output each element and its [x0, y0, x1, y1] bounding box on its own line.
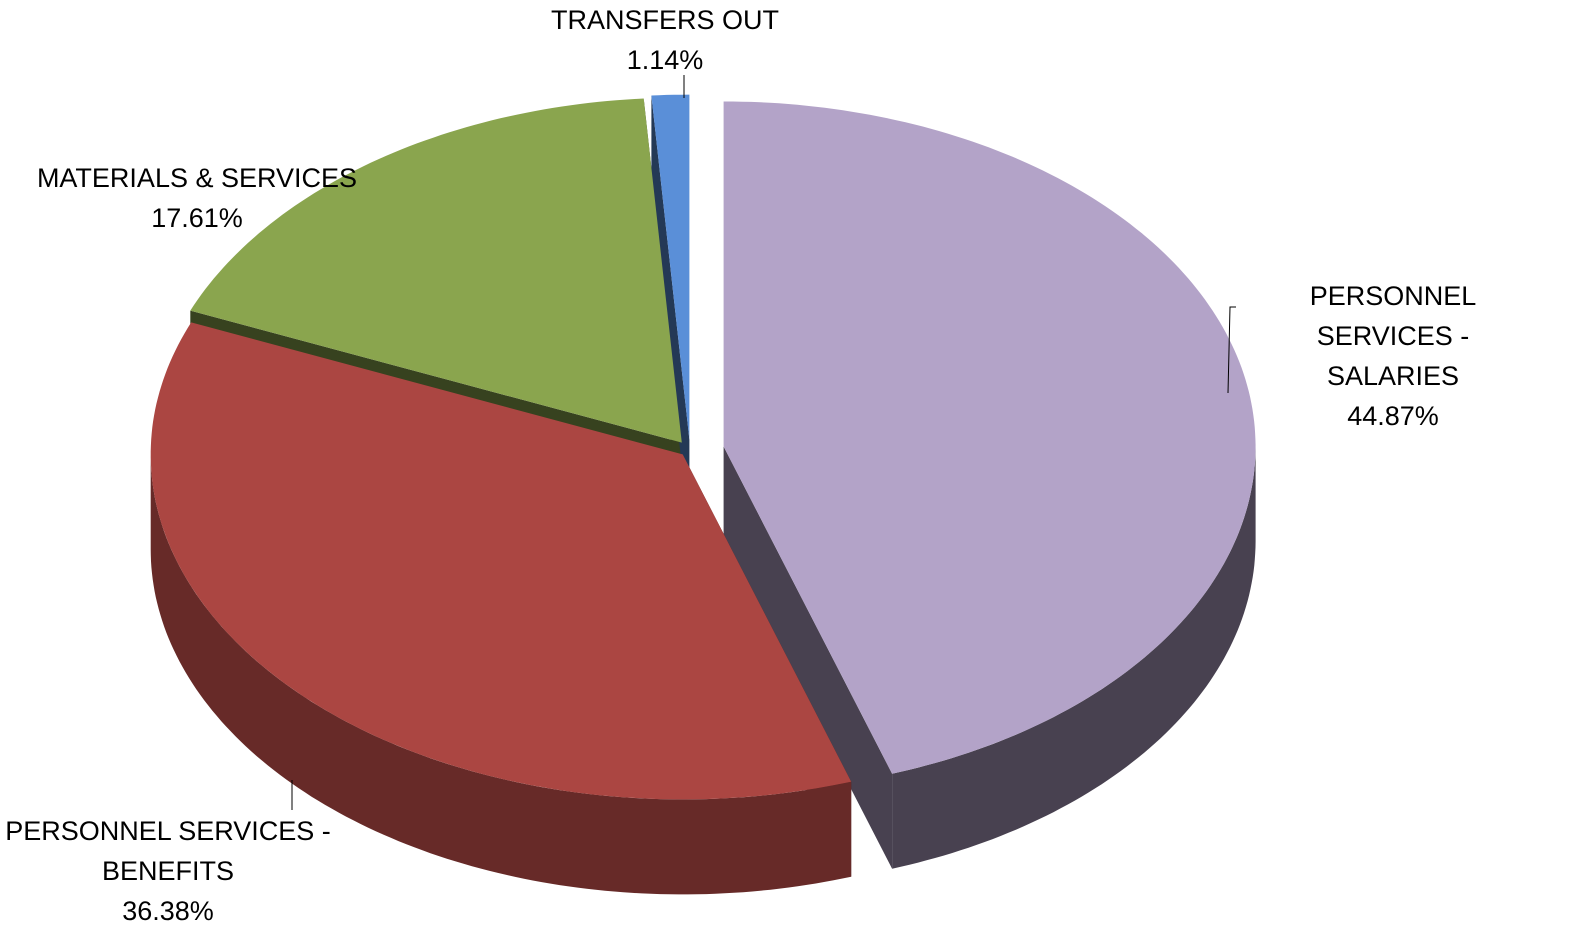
slice	[723, 101, 1256, 774]
slice-label: MATERIALS & SERVICES 17.61%	[17, 158, 377, 238]
slice-cut-face	[723, 446, 893, 869]
slice-label: PERSONNEL SERVICES - BENEFITS 36.38%	[3, 811, 333, 931]
value-label: 17.61%	[151, 203, 243, 233]
slice	[651, 94, 690, 440]
value-label: 44.87%	[1347, 401, 1439, 431]
value-label: 1.14%	[626, 45, 704, 75]
slice-side	[150, 454, 852, 895]
slice	[190, 98, 682, 443]
slice-side	[892, 446, 1256, 869]
slice-cut-face	[651, 95, 690, 535]
category-label: TRANSFERS OUT	[550, 5, 779, 35]
category-label: MATERIALS & SERVICES	[36, 163, 358, 193]
category-label: PERSONNEL SERVICES - BENEFITS	[5, 816, 331, 886]
value-label: 36.38%	[122, 896, 214, 926]
slice	[150, 322, 852, 800]
slice-label: PERSONNEL SERVICES - SALARIES 44.87%	[1278, 276, 1508, 436]
slice-label: TRANSFERS OUT 1.14%	[515, 0, 815, 80]
leader-line	[1227, 306, 1236, 394]
category-label: PERSONNEL SERVICES - SALARIES	[1309, 281, 1477, 391]
